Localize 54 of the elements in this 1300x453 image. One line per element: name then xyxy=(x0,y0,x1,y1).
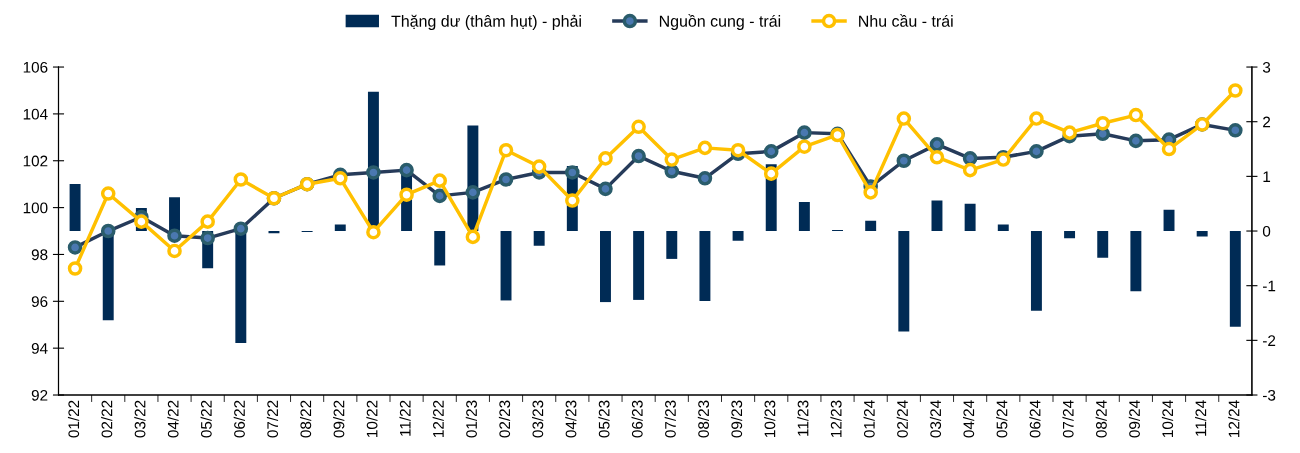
x-tick-label: 02/22 xyxy=(101,400,113,438)
y-tick-label: 96 xyxy=(31,296,48,307)
x-tick-label: 10/22 xyxy=(366,400,378,437)
y-tick-label: 106 xyxy=(23,61,48,73)
x-tick-label: 09/23 xyxy=(730,400,743,438)
legend-label: Nguồn cung - trái xyxy=(659,14,781,30)
x-tick-label: 05/24 xyxy=(996,400,1008,438)
x-tick-label: 08/23 xyxy=(697,400,710,438)
x-tick-label: 12/24 xyxy=(1228,400,1240,437)
y2-tick-label: 3 xyxy=(1262,61,1271,73)
y-tick-label: 104 xyxy=(23,108,48,120)
x-tick-label: 04/22 xyxy=(167,400,179,438)
x-tick-label: 07/24 xyxy=(1062,400,1074,438)
y2-tick-label: 0 xyxy=(1262,225,1271,237)
x-tick-label: 10/24 xyxy=(1161,400,1174,437)
x-tick-label: 04/23 xyxy=(565,400,577,438)
x-tick-label: 06/23 xyxy=(631,400,643,438)
x-tick-label: 10/23 xyxy=(764,400,776,437)
x-tick-label: 06/22 xyxy=(233,400,245,438)
y2-tick-label: -2 xyxy=(1262,335,1276,346)
y-tick-label: 98 xyxy=(31,249,48,261)
y-tick-label: 100 xyxy=(23,202,48,214)
x-tick-label: 07/22 xyxy=(266,400,279,438)
y2-tick-label: -3 xyxy=(1262,389,1276,401)
x-tick-label: 09/22 xyxy=(333,400,345,438)
x-tick-label: 05/22 xyxy=(200,400,212,438)
x-tick-label: 02/24 xyxy=(896,400,908,438)
x-tick-label: 03/24 xyxy=(929,400,942,438)
x-tick-label: 09/24 xyxy=(1128,400,1140,438)
x-tick-label: 08/24 xyxy=(1095,400,1107,438)
y-tick-label: 94 xyxy=(31,343,48,354)
x-tick-label: 01/23 xyxy=(465,400,477,438)
x-tick-label: 01/22 xyxy=(67,400,80,438)
y-tick-label: 102 xyxy=(23,155,48,167)
x-tick-label: 08/22 xyxy=(300,400,312,438)
y2-tick-label: -1 xyxy=(1262,280,1276,292)
y2-tick-label: 1 xyxy=(1263,171,1271,182)
y2-tick-label: 2 xyxy=(1263,116,1271,128)
x-tick-label: 03/23 xyxy=(532,400,544,438)
legend-label: Thặng dư (thâm hụt) - phải xyxy=(391,14,581,30)
x-tick-label: 01/24 xyxy=(863,400,875,438)
x-tick-label: 07/23 xyxy=(664,400,676,438)
x-tick-label: 02/23 xyxy=(498,400,511,438)
x-tick-label: 12/22 xyxy=(432,400,444,437)
x-tick-label: 11/24 xyxy=(1195,400,1207,436)
x-tick-label: 04/24 xyxy=(963,400,975,438)
x-tick-label: 06/24 xyxy=(1029,400,1041,438)
legend-label: Nhu cầu - trái xyxy=(859,14,953,27)
x-tick-label: 05/23 xyxy=(598,400,610,438)
y-tick-label: 92 xyxy=(31,389,48,401)
x-tick-label: 12/23 xyxy=(830,400,842,437)
x-tick-label: 03/22 xyxy=(134,400,146,438)
x-tick-label: 11/22 xyxy=(399,400,411,436)
x-tick-label: 11/23 xyxy=(797,400,809,436)
